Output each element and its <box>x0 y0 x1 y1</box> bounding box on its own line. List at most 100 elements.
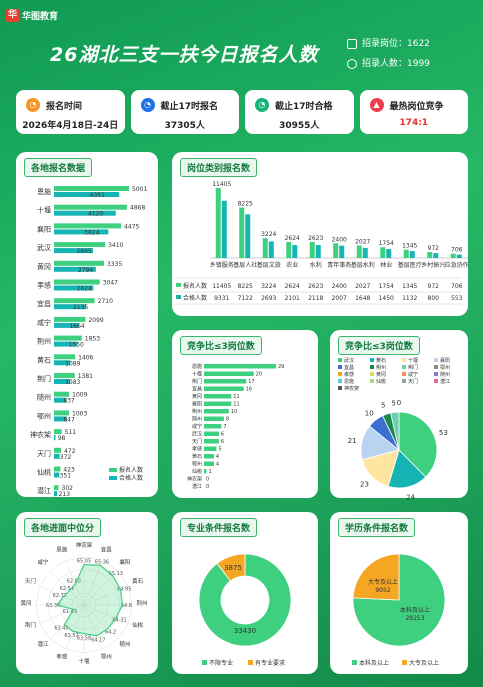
bar <box>54 210 116 216</box>
data-label: 63.58 <box>77 636 91 642</box>
category-label: 黄石 <box>132 577 144 585</box>
panel-major: 专业条件报名数 33430 3875 不限专业 有专业要求 <box>172 512 318 674</box>
bar <box>54 373 75 378</box>
legend-label: 天门 <box>408 378 418 385</box>
bar <box>456 254 462 258</box>
card-value: 174:1 <box>399 118 429 128</box>
bar <box>54 485 59 491</box>
category-label: 潜江 <box>37 486 51 495</box>
panel-title: 各地报名数据 <box>24 158 93 177</box>
data-label: 64.95 <box>117 586 131 592</box>
category-label: 神农架 <box>187 476 202 483</box>
bar <box>54 192 120 197</box>
table-cell: 800 <box>428 295 440 302</box>
category-label: 随州 <box>192 416 202 423</box>
data-label: 2605 <box>77 248 92 255</box>
radar-series <box>56 563 124 637</box>
data-label: 62.77 <box>53 593 67 599</box>
card-value: 2026年4月18日-24日 <box>22 121 119 131</box>
table-cell: 2400 <box>332 283 347 290</box>
data-label: 11 <box>233 394 239 400</box>
data-label: 2099 <box>88 317 103 324</box>
panel-title: 竞争比≤3岗位数 <box>180 336 262 355</box>
table-cell: 9331 <box>214 295 229 302</box>
clock-icon: ◔ <box>255 98 269 112</box>
category-label: 襄阳 <box>37 224 51 233</box>
category-label: 潜江 <box>192 483 202 490</box>
data-label: 1345 <box>402 243 417 250</box>
bar <box>204 431 219 436</box>
data-label: 3410 <box>108 242 123 249</box>
table-cell: 2118 <box>308 295 323 302</box>
data-label: 1089 <box>65 360 80 367</box>
data-label: 1754 <box>379 240 394 247</box>
data-label: 本科及以上 <box>400 606 430 614</box>
data-label: 1664 <box>69 323 84 330</box>
category-label: 咸宁 <box>37 318 51 327</box>
category-label: 黄冈 <box>37 262 51 271</box>
logo: 华华图教育 <box>6 8 58 22</box>
bar <box>54 186 129 191</box>
flame-icon: ▲ <box>369 98 384 112</box>
panel-title: 各地进面中位分 <box>24 518 102 537</box>
table-cell: 1132 <box>402 295 417 302</box>
legend-swatch <box>402 660 407 665</box>
table-cell: 2693 <box>261 295 276 302</box>
card-label: 报名时间 <box>46 102 83 112</box>
pie-slice <box>216 553 246 582</box>
legend-label: 十堰 <box>408 357 418 364</box>
legend-swatch <box>370 379 374 383</box>
bar <box>54 248 94 254</box>
category-label: 基层水利 <box>351 261 375 269</box>
legend-label: 恩施 <box>344 378 354 385</box>
radar-axis <box>49 604 85 640</box>
radar-axis <box>39 586 85 606</box>
bar <box>356 245 362 258</box>
category-label: 神农架 <box>76 541 93 549</box>
category-label: 天门 <box>192 438 202 445</box>
category-label: 恩施 <box>192 363 202 370</box>
legend-swatch <box>176 283 181 287</box>
bar <box>54 429 62 435</box>
bar <box>54 341 78 347</box>
data-label: 706 <box>451 247 463 254</box>
panel-title: 专业条件报名数 <box>180 518 258 537</box>
bar <box>204 401 232 406</box>
legend-label: 仙桃 <box>376 378 386 385</box>
category-label: 十堰 <box>37 206 51 215</box>
bar <box>54 435 56 441</box>
data-label: 2400 <box>332 236 347 243</box>
pie-slice <box>390 411 400 451</box>
table-cell: 8225 <box>238 283 253 290</box>
legend-label: 荆州 <box>376 364 386 371</box>
radar-axis <box>49 570 85 606</box>
data-label: 2710 <box>98 298 113 305</box>
category-label: 孝感 <box>56 653 68 661</box>
category-label: 宜昌 <box>37 299 51 308</box>
legend-label: 合格人数 <box>119 474 143 482</box>
data-label: 5 <box>381 402 385 410</box>
legend-swatch <box>338 365 342 369</box>
legend-label: 潜江 <box>440 378 450 385</box>
category-label: 天门 <box>37 449 51 458</box>
data-label: 63.57 <box>64 633 78 639</box>
bar <box>54 204 128 210</box>
data-label: 65.36 <box>95 560 109 566</box>
card-hot: ▲ 最热岗位竞争 174:1 <box>359 90 468 134</box>
legend-swatch <box>338 386 342 390</box>
data-label: 511 <box>65 429 77 436</box>
page-title: 26湖北三支一扶今日报名人数 <box>50 44 319 66</box>
card-qualified: ◔ 截止17时合格 30955人 <box>245 90 354 134</box>
legend-label: 襄阳 <box>440 357 450 364</box>
data-label: 23 <box>360 480 369 488</box>
data-label: 0 <box>206 477 209 483</box>
people-icon <box>347 59 357 69</box>
legend-swatch <box>402 358 406 362</box>
data-label: 3335 <box>107 261 122 268</box>
radar-axis <box>83 604 103 650</box>
data-label: 24 <box>406 494 415 502</box>
data-label: 3624 <box>84 229 99 236</box>
card-signup: ◔ 截止17时报名 37305人 <box>130 90 239 134</box>
category-label: 十堰 <box>78 657 90 665</box>
bar <box>403 249 409 258</box>
